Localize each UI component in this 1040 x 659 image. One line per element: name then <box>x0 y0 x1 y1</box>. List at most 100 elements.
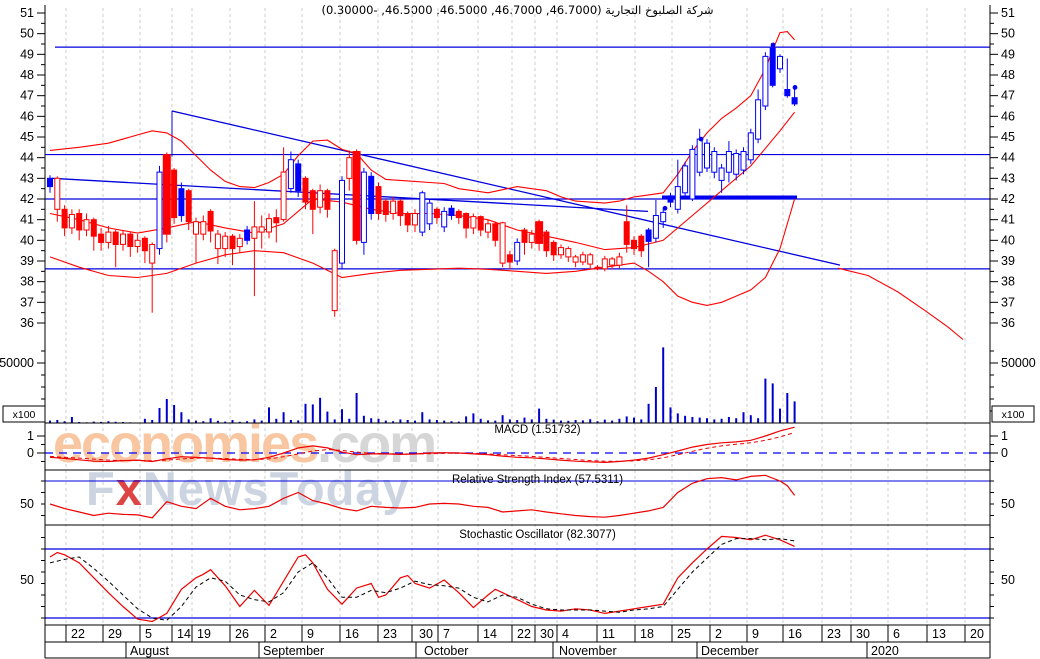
svg-text:4: 4 <box>562 627 569 641</box>
panel-borders <box>44 5 991 659</box>
rsi-panel-label: Relative Strength Index (57.5311) <box>451 474 624 486</box>
svg-text:38: 38 <box>1001 275 1015 289</box>
svg-text:18: 18 <box>640 627 654 641</box>
price-dot-marker <box>662 205 668 211</box>
svg-text:13: 13 <box>932 627 946 641</box>
volume-multiplier-box <box>991 405 1035 423</box>
svg-text:41: 41 <box>20 213 34 227</box>
svg-text:1: 1 <box>1001 429 1008 443</box>
svg-text:29: 29 <box>108 627 122 641</box>
svg-text:December: December <box>701 644 759 658</box>
macd-panel-label: MACD (1.51732) <box>494 424 581 436</box>
svg-text:5: 5 <box>145 627 152 641</box>
svg-text:0: 0 <box>1001 446 1008 460</box>
svg-text:50: 50 <box>1001 27 1015 41</box>
svg-text:30: 30 <box>419 627 433 641</box>
stoch-panel-label: Stochastic Oscillator (82.3077) <box>459 529 616 541</box>
svg-text:48: 48 <box>1001 68 1015 82</box>
watermark-fxnewstoday: FxNewsToday <box>86 462 410 515</box>
svg-text:50: 50 <box>20 27 34 41</box>
svg-text:50: 50 <box>20 497 34 511</box>
svg-text:16: 16 <box>788 627 802 641</box>
svg-text:46: 46 <box>20 109 34 123</box>
svg-text:2020: 2020 <box>871 644 899 658</box>
svg-text:9: 9 <box>307 627 314 641</box>
volume-multiplier-box <box>2 405 46 423</box>
svg-text:47: 47 <box>20 89 34 103</box>
svg-text:2: 2 <box>270 627 277 641</box>
svg-text:37: 37 <box>1001 295 1015 309</box>
svg-text:7: 7 <box>443 627 450 641</box>
svg-text:26: 26 <box>235 627 249 641</box>
svg-text:51: 51 <box>20 6 34 20</box>
svg-text:11: 11 <box>602 627 615 641</box>
svg-text:22: 22 <box>517 627 531 641</box>
price-levels[interactable] <box>45 46 990 270</box>
macd-panel <box>45 426 990 464</box>
svg-text:30: 30 <box>856 627 870 641</box>
svg-text:38: 38 <box>20 275 34 289</box>
svg-text:1: 1 <box>27 429 34 443</box>
svg-text:49: 49 <box>20 47 34 61</box>
price-dot-marker <box>792 85 798 90</box>
svg-text:40: 40 <box>1001 233 1015 247</box>
svg-text:x100: x100 <box>1002 409 1025 421</box>
svg-text:October: October <box>424 644 468 658</box>
price-axis[interactable]: 36 36 37 37 38 38 39 39 40 40 41 41 42 42 43 43 44 44 45 45… <box>0 6 1036 619</box>
svg-text:36: 36 <box>20 316 34 330</box>
svg-text:37: 37 <box>20 295 34 309</box>
price-dot-marker <box>770 42 776 48</box>
svg-text:42: 42 <box>20 192 34 206</box>
svg-text:36: 36 <box>1001 316 1015 330</box>
svg-text:November: November <box>559 644 617 658</box>
svg-text:50: 50 <box>1001 573 1015 587</box>
svg-text:August: August <box>130 644 169 658</box>
svg-text:49: 49 <box>1001 47 1015 61</box>
stochastic-panel <box>45 534 990 623</box>
svg-text:45: 45 <box>20 130 34 144</box>
svg-text:25: 25 <box>677 627 691 641</box>
svg-text:39: 39 <box>20 254 34 268</box>
svg-text:50: 50 <box>20 573 34 587</box>
date-axis[interactable]: 22 29 5 14 19 26 2 9 16 23 30 7 14 22 30 4 11 18 25 2 9 16 23 3… <box>65 625 984 658</box>
svg-text:19: 19 <box>197 627 211 641</box>
chart-title: شركة الصلبوخ التجارية (46.7000, 46.7000,… <box>321 3 714 17</box>
price-dot-marker <box>698 136 704 142</box>
svg-text:23: 23 <box>383 627 397 641</box>
svg-text:September: September <box>263 644 324 658</box>
svg-text:x100: x100 <box>13 409 36 421</box>
grid-lines <box>65 8 966 625</box>
svg-text:44: 44 <box>20 151 34 165</box>
svg-text:50000: 50000 <box>0 356 34 370</box>
svg-text:6: 6 <box>893 627 900 641</box>
watermark-economies: economies.com <box>53 414 435 474</box>
svg-text:14: 14 <box>177 627 191 641</box>
svg-text:2: 2 <box>715 627 722 641</box>
svg-text:43: 43 <box>20 171 34 185</box>
svg-text:16: 16 <box>345 627 359 641</box>
svg-text:48: 48 <box>20 68 34 82</box>
svg-text:30: 30 <box>540 627 554 641</box>
svg-text:39: 39 <box>1001 254 1015 268</box>
svg-text:50: 50 <box>1001 497 1015 511</box>
svg-text:22: 22 <box>71 627 85 641</box>
svg-text:41: 41 <box>1001 213 1015 227</box>
candlesticks <box>47 42 798 317</box>
volume-bars <box>49 347 796 423</box>
svg-text:46: 46 <box>1001 109 1015 123</box>
svg-text:43: 43 <box>1001 171 1015 185</box>
svg-text:9: 9 <box>752 627 759 641</box>
svg-text:45: 45 <box>1001 130 1015 144</box>
svg-text:20: 20 <box>970 627 984 641</box>
svg-text:23: 23 <box>827 627 841 641</box>
svg-text:14: 14 <box>483 627 497 641</box>
rsi-panel <box>45 474 990 519</box>
svg-text:40: 40 <box>20 233 34 247</box>
svg-text:50000: 50000 <box>1001 356 1036 370</box>
svg-text:44: 44 <box>1001 151 1015 165</box>
svg-text:0: 0 <box>27 446 34 460</box>
svg-text:51: 51 <box>1001 6 1015 20</box>
